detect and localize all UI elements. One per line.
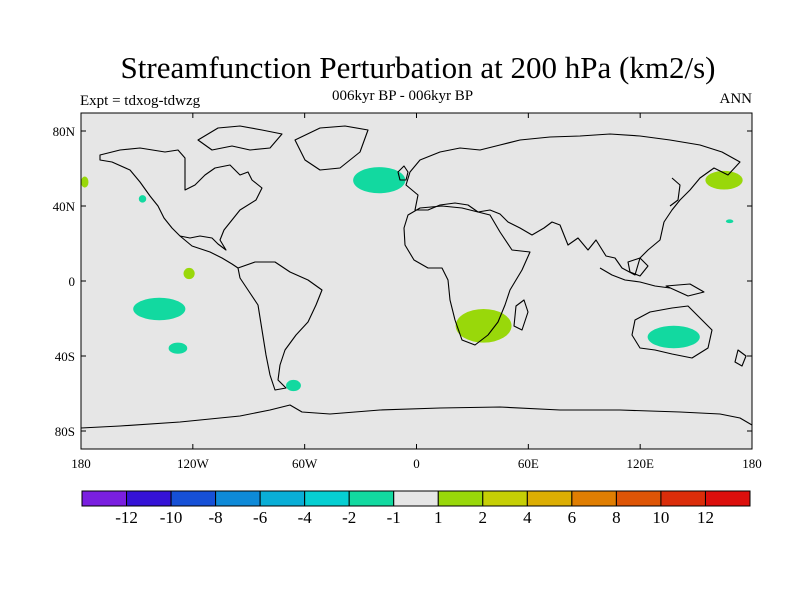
colorbar-swatch xyxy=(526,490,573,507)
anomaly-southern-africa xyxy=(455,309,512,343)
lon-tick-label: 120E xyxy=(626,456,654,471)
colorbar-swatch xyxy=(704,490,751,507)
colorbar-label: -8 xyxy=(209,508,223,527)
colorbar-label: -6 xyxy=(253,508,267,527)
colorbar-swatch xyxy=(81,490,128,507)
colorbar-label: 8 xyxy=(612,508,621,527)
coast-madagascar xyxy=(513,299,529,331)
colorbar-label: 4 xyxy=(523,508,532,527)
colorbar-label: -4 xyxy=(298,508,313,527)
colorbar-label: 10 xyxy=(652,508,669,527)
coast-japan xyxy=(669,177,681,207)
anomaly-kamchatka xyxy=(705,170,743,190)
colorbar-swatch xyxy=(482,490,528,507)
lat-tick-label: 80N xyxy=(53,124,76,139)
colorbar-label: -2 xyxy=(342,508,356,527)
coast-new-zealand xyxy=(734,349,747,367)
season-label: ANN xyxy=(719,91,753,107)
colorbar-label: 6 xyxy=(568,508,577,527)
anomaly-south-pacific-west xyxy=(133,297,186,321)
lon-tick-label: 0 xyxy=(413,456,420,471)
anomaly-north-pacific xyxy=(138,195,147,203)
experiment-label: Expt = tdxog-tdwzg xyxy=(80,93,201,109)
lat-tick-label: 40N xyxy=(53,199,76,214)
anomaly-drake-passage xyxy=(286,379,301,392)
colorbar-label: -1 xyxy=(387,508,401,527)
colorbar-swatch xyxy=(393,490,439,507)
colorbar-swatch xyxy=(615,490,662,507)
coast-central-america xyxy=(179,235,239,269)
coast-north-america xyxy=(99,147,263,251)
coast-borneo xyxy=(627,257,649,277)
colorbar-swatch xyxy=(437,490,484,507)
coast-south-america xyxy=(237,261,323,391)
colorbar-swatch xyxy=(126,490,172,507)
lon-tick-label: 60W xyxy=(292,456,318,471)
coast-greenland xyxy=(294,125,369,171)
coast-arctic-islands xyxy=(197,125,283,151)
axis-ticks: 180 120W 60W 0 60E 120E 180 80N 40N 0 40S 80S xyxy=(53,113,762,471)
anomaly-south-pacific-small xyxy=(168,342,188,354)
colorbar-swatch xyxy=(660,490,706,507)
lat-tick-label: 0 xyxy=(69,274,76,289)
anomaly-equatorial-pacific xyxy=(183,267,195,280)
anomaly-australia xyxy=(647,325,700,349)
map-background xyxy=(81,113,752,449)
lon-tick-label: 120W xyxy=(177,456,210,471)
coast-indonesia xyxy=(599,267,671,289)
coast-eurasia xyxy=(405,133,741,276)
lon-tick-label: 180 xyxy=(71,456,91,471)
colorbar-swatch xyxy=(304,490,350,507)
lat-tick-label: 80S xyxy=(55,424,75,439)
colorbar-label: 12 xyxy=(697,508,714,527)
colorbar-swatch xyxy=(259,490,306,507)
colorbar-label: 2 xyxy=(479,508,488,527)
coast-new-guinea xyxy=(665,283,705,297)
colorbar-swatch xyxy=(170,490,217,507)
lon-tick-label: 60E xyxy=(518,456,539,471)
coast-antarctica xyxy=(81,404,752,429)
map-subtitle: 006kyr BP - 006kyr BP xyxy=(332,88,474,104)
colorbar-swatch xyxy=(348,490,395,507)
lon-tick-label: 180 xyxy=(742,456,762,471)
colorbar-label: -10 xyxy=(160,508,183,527)
coast-australia xyxy=(631,305,713,359)
anomaly-north-atlantic xyxy=(353,167,406,194)
colorbar: -12 -10 -8 -6 -4 -2 -1 1 2 4 6 8 10 12 xyxy=(81,490,751,527)
coast-africa xyxy=(403,205,531,346)
colorbar-label: 1 xyxy=(434,508,443,527)
anomaly-alaska-edge xyxy=(81,176,89,188)
colorbar-swatch xyxy=(215,490,261,507)
anomaly-layer xyxy=(81,167,743,392)
anomaly-west-pacific-small xyxy=(725,219,734,224)
coast-britain xyxy=(397,165,409,181)
colorbar-label: -12 xyxy=(115,508,138,527)
map-title: Streamfunction Perturbation at 200 hPa (… xyxy=(120,50,716,85)
colorbar-swatch xyxy=(571,490,617,507)
lat-tick-label: 40S xyxy=(55,349,75,364)
coastlines xyxy=(81,125,752,429)
